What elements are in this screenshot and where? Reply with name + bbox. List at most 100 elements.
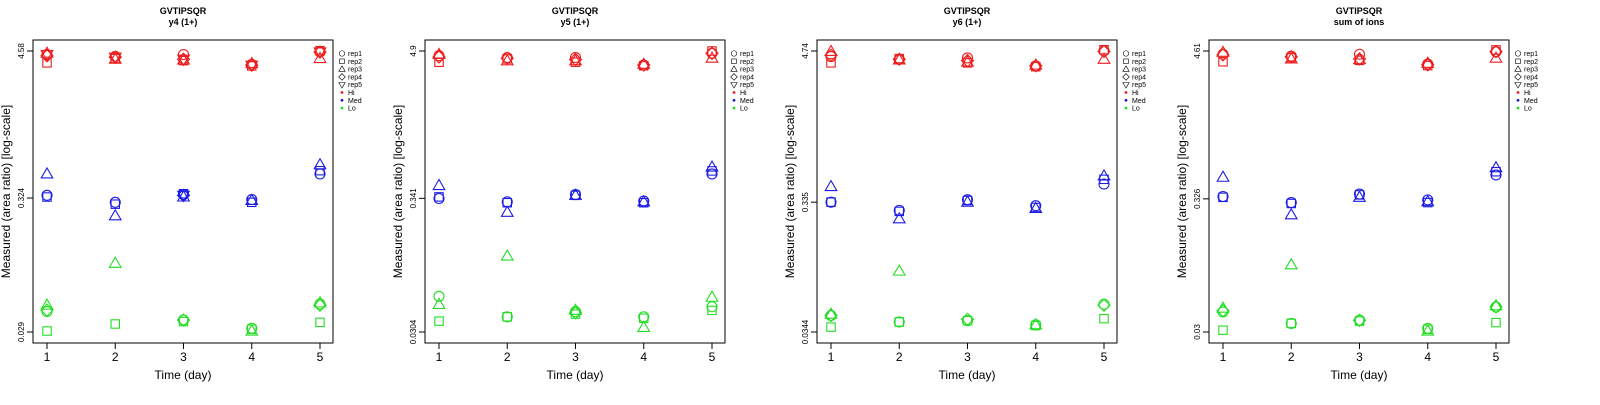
point-lo-day1-rep2: [434, 316, 444, 326]
legend-label-rep3: rep3: [348, 67, 362, 74]
legend-dot-hi: [340, 91, 344, 94]
point-med-day4-rep1: [1030, 200, 1042, 212]
point-lo-day3-rep2: [1354, 316, 1365, 326]
point-hi-day3-rep3: [176, 52, 191, 65]
point-med-day3-rep3: [568, 188, 583, 200]
point-med-day1-rep1: [825, 196, 837, 208]
chart-title: GVTIPSQR: [944, 6, 991, 16]
legend-label-lo: Lo: [1524, 106, 1532, 113]
point-lo-day5-rep4: [1489, 300, 1503, 314]
point-lo-day1-rep4: [40, 303, 54, 317]
y-tick-label: 0.335: [801, 192, 810, 213]
x-tick-label: 2: [896, 350, 903, 364]
point-med-day4-rep3: [636, 194, 651, 207]
x-tick-label: 3: [572, 350, 579, 364]
legend-label-rep1: rep1: [1132, 51, 1146, 58]
y-axis-label: Measured (area ratio) [log-scale]: [1175, 105, 1189, 278]
x-tick-label: 3: [964, 350, 971, 364]
point-med-day1-rep3: [40, 166, 54, 179]
x-axis-label: Time (day): [1331, 368, 1388, 382]
point-med-day1-rep1: [433, 192, 445, 205]
point-hi-day5-rep3: [705, 51, 719, 63]
point-hi-day3-rep1: [1353, 48, 1366, 60]
y-tick-label: 4.74: [801, 43, 810, 59]
point-hi-day5-rep4: [1489, 44, 1503, 59]
legend-marker-rep1: [338, 50, 346, 57]
point-lo-day2-rep3: [1284, 257, 1299, 270]
legend-dot-med: [1516, 98, 1520, 102]
point-hi-day3-rep1: [961, 52, 974, 64]
legend-marker-rep1: [730, 50, 738, 57]
point-med-day5-rep1: [1490, 169, 1502, 181]
point-lo-day5-rep4: [313, 298, 327, 312]
point-med-day1-rep1: [41, 189, 53, 201]
legend-label-rep5: rep5: [1524, 82, 1538, 89]
y-tick-label: 0.029: [17, 321, 26, 342]
legend-marker-rep4: [338, 73, 346, 81]
point-lo-day1-rep3: [824, 307, 838, 319]
point-hi-day4-rep5: [244, 60, 259, 73]
y-tick-label: 4.9: [409, 45, 418, 57]
point-hi-day2-rep4: [500, 51, 515, 65]
legend-dot-lo: [340, 106, 344, 110]
point-med-day1-rep2: [434, 192, 444, 202]
point-hi-day4-rep4: [636, 58, 651, 72]
x-tick-label: 4: [1032, 350, 1039, 364]
legend-label-med: Med: [740, 98, 754, 105]
legend-marker-rep3: [1514, 65, 1522, 72]
legend-label-hi: Hi: [1132, 90, 1139, 97]
legend-label-rep3: rep3: [1524, 67, 1538, 74]
point-med-day1-rep3: [1216, 170, 1230, 182]
point-lo-day2-rep2: [502, 312, 512, 322]
y-tick-label: 0.341: [409, 188, 418, 209]
legend-label-rep1: rep1: [1524, 51, 1538, 58]
x-tick-label: 2: [112, 350, 119, 364]
point-hi-day5-rep4: [1097, 44, 1111, 59]
point-hi-day2-rep5: [108, 52, 123, 65]
x-tick-label: 4: [248, 350, 255, 364]
legend-dot-lo: [1516, 106, 1520, 110]
point-lo-day1-rep3: [432, 297, 446, 310]
legend-marker-rep5: [1122, 82, 1130, 89]
legend-dot-hi: [732, 91, 736, 94]
point-lo-day1-rep4: [1216, 303, 1230, 318]
point-hi-day2-rep4: [1284, 50, 1299, 64]
legend-label-med: Med: [1132, 98, 1146, 105]
x-tick-label: 1: [44, 350, 51, 364]
point-med-day5-rep1: [314, 168, 326, 180]
x-tick-label: 2: [504, 350, 511, 364]
point-med-day5-rep1: [1098, 178, 1110, 190]
legend-label-hi: Hi: [1524, 90, 1531, 97]
legend-marker-rep1: [1514, 50, 1522, 57]
point-lo-day2-rep1: [501, 311, 513, 323]
chart-subtitle: y5 (1+): [561, 17, 590, 27]
point-med-day2-rep2: [1286, 198, 1297, 209]
x-tick-label: 5: [317, 350, 324, 364]
point-hi-day4-rep4: [1028, 59, 1043, 73]
point-hi-day4-rep4: [1420, 58, 1435, 72]
legend-marker-rep2: [1123, 58, 1129, 64]
point-lo-day4-rep1: [638, 311, 650, 323]
x-tick-label: 2: [1288, 350, 1295, 364]
point-hi-day4-rep3: [1028, 58, 1043, 70]
legend-marker-rep5: [730, 82, 738, 89]
legend-label-rep2: rep2: [1524, 59, 1538, 66]
y-axis-label: Measured (area ratio) [log-scale]: [783, 105, 797, 278]
legend-marker-rep4: [730, 73, 738, 81]
point-lo-day5-rep2: [315, 317, 325, 328]
legend-dot-med: [1124, 98, 1128, 102]
point-med-day2-rep2: [894, 206, 904, 217]
point-hi-day5-rep1: [706, 47, 718, 59]
y-tick-label: 0.0344: [801, 319, 810, 344]
legend-dot-med: [732, 98, 736, 102]
y-tick-label: 0.326: [1193, 188, 1202, 209]
point-med-day2-rep2: [110, 199, 121, 209]
point-med-day3-rep3: [1352, 190, 1367, 202]
point-lo-day1-rep3: [40, 298, 54, 310]
legend-label-rep4: rep4: [740, 74, 754, 81]
legend-label-rep3: rep3: [1132, 67, 1146, 74]
legend-label-rep4: rep4: [1524, 74, 1538, 81]
legend-label-rep1: rep1: [740, 51, 754, 58]
